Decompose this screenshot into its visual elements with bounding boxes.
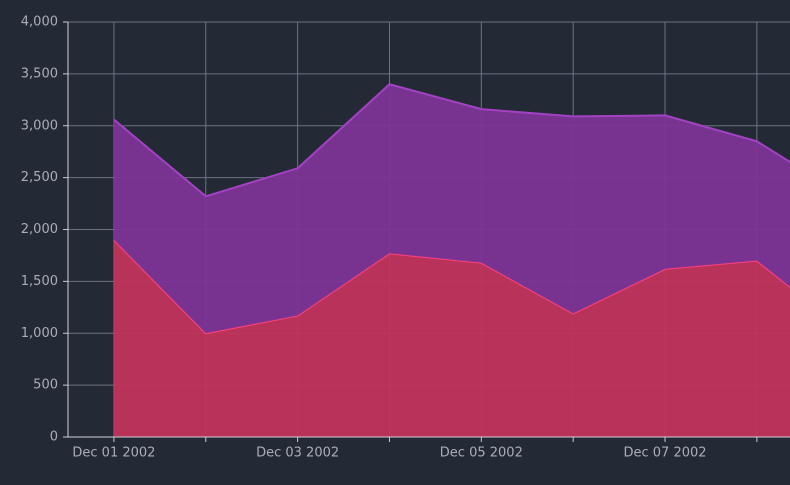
- y-tick-label: 4,000: [21, 15, 58, 30]
- x-tick-label: Dec 07 2002: [624, 446, 707, 461]
- y-tick-label: 3,500: [21, 66, 58, 81]
- x-tick-label: Dec 03 2002: [256, 446, 339, 461]
- y-tick-label: 3,000: [21, 118, 58, 133]
- x-tick-label: Dec 01 2002: [72, 446, 155, 461]
- axes: 0 500 1,000 1,500 2,000 2,500 3,000 3,500 4,000 D…: [21, 15, 790, 461]
- area: [113, 239, 790, 437]
- x-tick-label: Dec 05 2002: [440, 446, 523, 461]
- y-tick-label: 0: [50, 430, 58, 445]
- y-tick-label: 1,000: [21, 326, 58, 341]
- area: [113, 84, 790, 334]
- area-line: [113, 83, 790, 198]
- y-tick-label: 2,500: [21, 170, 58, 185]
- y-tick-label: 500: [33, 378, 58, 393]
- y-tick-label: 1,500: [21, 274, 58, 289]
- y-tick-label: 2,000: [21, 222, 58, 237]
- plot: [113, 83, 790, 437]
